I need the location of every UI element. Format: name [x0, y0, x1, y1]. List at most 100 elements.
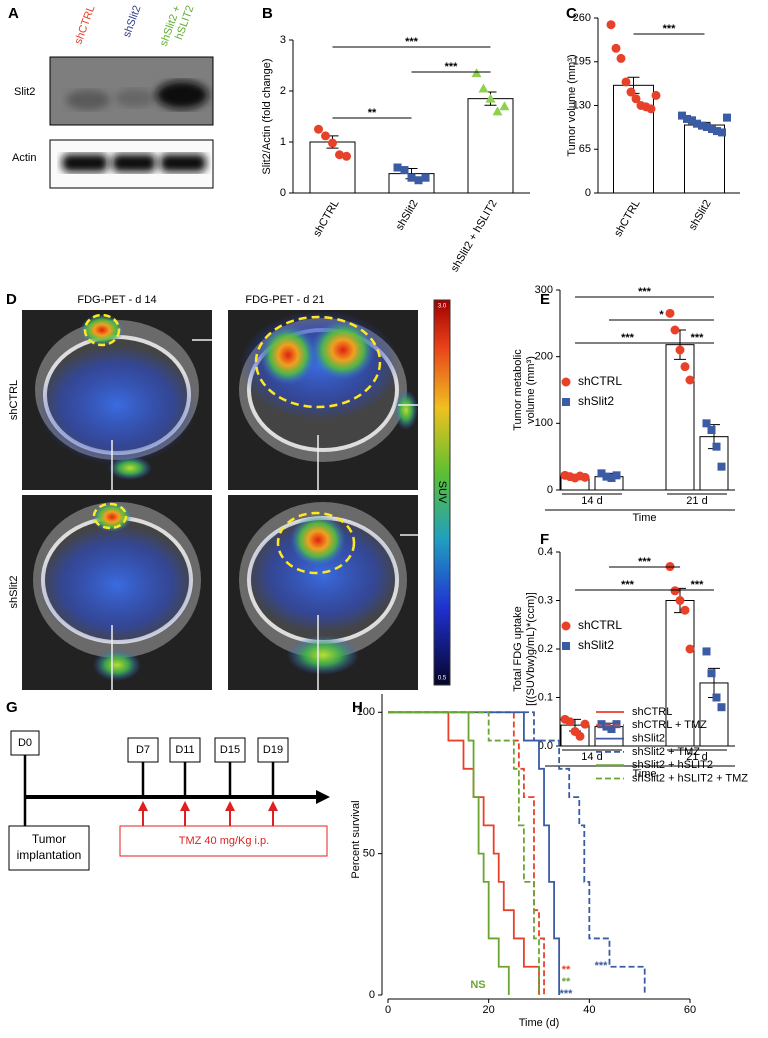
x-tick-label: shSlit2 + hSLIT2 [449, 198, 500, 274]
day-label: D11 [175, 744, 194, 756]
treatment-box [119, 825, 328, 857]
data-point [675, 596, 685, 605]
day-label: D0 [18, 737, 32, 749]
data-point [688, 116, 696, 125]
data-point [712, 693, 721, 702]
data-point [626, 87, 636, 97]
data-point [611, 43, 621, 53]
survival-curve [388, 711, 646, 995]
significance-label: * [659, 309, 664, 321]
legend-label: shCTRL [578, 374, 622, 388]
blot-band [160, 154, 206, 172]
data-point [651, 90, 661, 100]
x-tick-label: shSlit2 [687, 198, 714, 233]
data-point [693, 119, 701, 128]
implant-label: Tumor [32, 832, 66, 846]
data-point [670, 325, 680, 335]
data-point [606, 20, 616, 30]
data-point [702, 647, 711, 656]
colorbar-max: 3.0 [438, 304, 447, 310]
row-label: Slit2 [14, 86, 35, 98]
legend-label: shSlit2 [632, 733, 665, 745]
x-tick-label: shCTRL [311, 198, 342, 239]
data-point [665, 308, 675, 318]
row-title: shSlit2 [8, 575, 20, 608]
y-tick-label: 0.3 [538, 594, 553, 606]
implant-label: implantation [17, 848, 82, 862]
data-point [471, 68, 482, 78]
y-tick-label: 0 [280, 187, 286, 199]
significance-label: *** [621, 579, 635, 591]
data-point [485, 93, 496, 103]
data-point [602, 722, 611, 731]
y-axis-label: volume (mm³) [525, 356, 537, 424]
data-point [499, 101, 510, 111]
data-point [561, 621, 571, 631]
pet-image [228, 310, 418, 490]
legend-label: shSlit2 + hSLIT2 [632, 759, 713, 771]
y-tick-label: 65 [579, 143, 591, 155]
data-point [580, 719, 590, 729]
blot-band [62, 154, 108, 172]
data-point [342, 151, 351, 161]
annotation: *** [560, 988, 574, 1000]
significance-label: *** [638, 286, 652, 298]
colorbar-min: 0.5 [438, 676, 447, 682]
data-point [607, 474, 616, 482]
legend-label: shSlit2 + TMZ [632, 746, 700, 758]
significance-label: *** [691, 332, 705, 344]
implant-box [8, 825, 90, 871]
pet-image [22, 310, 212, 490]
data-point [607, 725, 616, 734]
y-tick-label: 260 [573, 12, 591, 24]
colorbar [433, 299, 451, 686]
data-point [680, 605, 690, 615]
y-tick-label: 3 [280, 34, 286, 46]
legend-label: shSlit2 [578, 394, 614, 408]
annotation: *** [595, 960, 609, 972]
x-axis-label: Time [632, 512, 656, 524]
data-point [713, 127, 721, 136]
significance-label: *** [445, 61, 459, 73]
data-point [580, 472, 590, 482]
panel-label: H [352, 699, 363, 716]
day-markers [127, 737, 289, 797]
survival-curve [388, 711, 561, 995]
row-title: shCTRL [8, 380, 20, 420]
data-point [597, 469, 606, 478]
y-axis-label: Tumor volume (mm³) [566, 54, 578, 156]
data-point [717, 703, 726, 712]
bar [309, 141, 356, 194]
lane-label: shSlit2 [121, 4, 144, 39]
y-tick-label: 200 [535, 351, 553, 363]
y-tick-label: 0.4 [538, 546, 553, 558]
y-tick-label: 0 [547, 484, 553, 496]
x-tick-label: 0 [385, 1004, 391, 1016]
significance-label: *** [638, 556, 652, 568]
significance-label: *** [405, 36, 419, 48]
x-tick-label: 21 d [686, 751, 707, 763]
data-point [698, 121, 706, 130]
blot-band [112, 154, 156, 172]
survival-curve [388, 711, 540, 995]
y-tick-label: 300 [535, 284, 553, 296]
panel-label: G [6, 699, 18, 716]
data-point [478, 83, 489, 93]
x-tick-label: 60 [684, 1004, 696, 1016]
data-point [708, 125, 716, 134]
y-axis-label: Percent survival [350, 800, 362, 878]
data-point [597, 720, 606, 729]
bar [665, 344, 695, 491]
panel-label: A [8, 5, 19, 22]
column-title: FDG-PET - d 21 [245, 294, 324, 306]
x-tick-label: 14 d [581, 751, 602, 763]
blot-band [66, 90, 110, 110]
data-point [718, 128, 726, 137]
annotation: NS [470, 979, 485, 991]
data-point [321, 131, 330, 141]
data-point [703, 123, 711, 132]
significance-label: ** [368, 107, 377, 119]
data-point [612, 720, 621, 729]
data-point [575, 731, 585, 741]
data-point [712, 442, 721, 451]
